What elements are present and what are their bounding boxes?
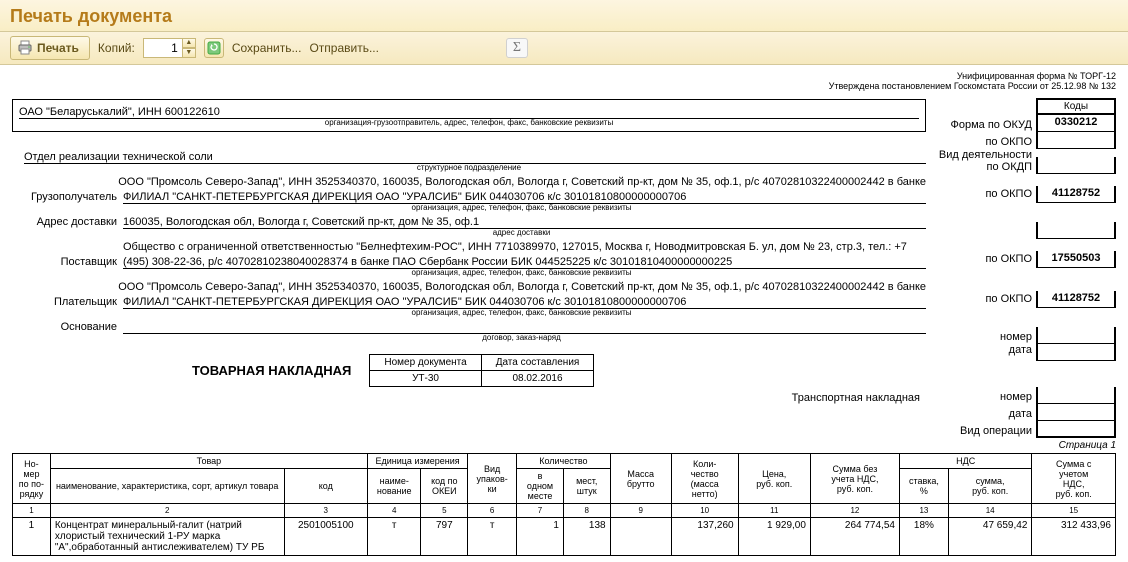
- refresh-icon: [207, 41, 221, 55]
- th-qty: Количество: [517, 454, 610, 469]
- th-price: Цена, руб. коп.: [738, 454, 810, 504]
- spinner-down[interactable]: ▼: [182, 48, 196, 58]
- th-rate: ставка, %: [899, 469, 948, 504]
- copies-spinner: ▲ ▼: [182, 38, 196, 58]
- th-unit: Единица измерения: [368, 454, 468, 469]
- th-places: мест, штук: [563, 469, 610, 504]
- th-unitcode: код по ОКЕИ: [421, 469, 468, 504]
- okpo-label-4: по ОКПО: [985, 293, 1032, 305]
- plat-line1: ООО "Промсоль Северо-Запад", ИНН 3525340…: [118, 281, 926, 294]
- print-button-label: Печать: [37, 41, 79, 55]
- post-caption: организация, адрес, телефон, факс, банко…: [117, 268, 926, 277]
- th-nds: НДС: [899, 454, 1031, 469]
- osn-label: Основание: [12, 321, 117, 334]
- post-label: Поставщик: [12, 256, 117, 269]
- th-inone: в одном месте: [517, 469, 564, 504]
- th-brutto: Масса брутто: [610, 454, 671, 504]
- sender-caption: организация-грузоотправитель, адрес, тел…: [19, 118, 919, 127]
- printer-icon: [17, 40, 33, 56]
- print-button[interactable]: Печать: [10, 36, 90, 60]
- doc-title: ТОВАРНАЯ НАКЛАДНАЯ: [12, 363, 351, 378]
- th-pack: Вид упаков- ки: [468, 454, 517, 504]
- form-meta-1: Унифицированная форма № ТОРГ-12: [12, 71, 1116, 81]
- post-okpo: 17550503: [1036, 251, 1116, 268]
- window-header: Печать документа: [0, 0, 1128, 32]
- gruz-label: Грузополучатель: [12, 191, 117, 204]
- th-tovar: Товар: [50, 454, 367, 469]
- okud-label: Форма по ОКУД: [951, 119, 1033, 131]
- save-link[interactable]: Сохранить...: [232, 41, 302, 55]
- vidop-code: [1036, 421, 1116, 438]
- okdp-code: [1036, 157, 1116, 174]
- copies-label: Копий:: [98, 41, 135, 55]
- th-ndssum: сумма, руб. коп.: [948, 469, 1031, 504]
- dept-caption: структурное подразделение: [12, 163, 926, 172]
- plat-caption: организация, адрес, телефон, факс, банко…: [117, 308, 926, 317]
- vidop-label: Вид операции: [960, 425, 1032, 437]
- docnum-num: УТ-30: [370, 371, 481, 387]
- send-link[interactable]: Отправить...: [309, 41, 379, 55]
- docnum-header-num: Номер документа: [370, 355, 481, 371]
- spinner-up[interactable]: ▲: [182, 38, 196, 48]
- plat-okpo: 41128752: [1036, 291, 1116, 308]
- okpo-label-1: по ОКПО: [985, 136, 1032, 148]
- addr-label: Адрес доставки: [12, 216, 117, 229]
- osn-data: [1036, 344, 1116, 361]
- osn-nomer: [1036, 327, 1116, 344]
- th-code: код: [284, 469, 367, 504]
- transp-nomer: [1036, 387, 1116, 404]
- th-unitname: наиме- нование: [368, 469, 421, 504]
- osn-caption: договор, заказ-наряд: [117, 333, 926, 342]
- okpo-label-2: по ОКПО: [985, 188, 1032, 200]
- refresh-button[interactable]: [204, 38, 224, 58]
- th-total: Сумма с учетом НДС, руб. коп.: [1032, 454, 1116, 504]
- toolbar: Печать Копий: ▲ ▼ Сохранить... Отправить…: [0, 32, 1128, 65]
- gruz-okpo: 41128752: [1036, 186, 1116, 203]
- th-name: наименование, характеристика, сорт, арти…: [50, 469, 284, 504]
- document-area: Унифицированная форма № ТОРГ-12 Утвержде…: [0, 65, 1128, 562]
- data-label-1: дата: [1009, 344, 1032, 356]
- plat-label: Плательщик: [12, 296, 117, 309]
- page-number: Страница 1: [12, 440, 1116, 451]
- codes-header: Коды: [1036, 98, 1116, 115]
- nomer-label-1: номер: [1000, 331, 1032, 343]
- main-table: Но- мер по по- рядку Товар Единица измер…: [12, 453, 1116, 556]
- window-title: Печать документа: [10, 6, 1118, 27]
- form-meta-2: Утверждена постановлением Госкомстата Ро…: [12, 81, 1116, 91]
- okud-code: 0330212: [1036, 115, 1116, 132]
- gruz-caption: организация, адрес, телефон, факс, банко…: [117, 203, 926, 212]
- doc-num-table: Номер документа Дата составления УТ-30 0…: [369, 354, 594, 387]
- sum-button[interactable]: Σ: [506, 38, 528, 58]
- okdp-label: Вид деятельности по ОКДП: [939, 149, 1032, 173]
- data-label-2: дата: [1009, 408, 1032, 420]
- table-colnum-row: 1 2 3 4 5 6 7 8 9 10 11 12 13 14 15: [13, 504, 1116, 518]
- th-netto: Коли- чество (масса нетто): [671, 454, 738, 504]
- post-line1: Общество с ограниченной ответственностью…: [123, 241, 926, 254]
- okpo-label-3: по ОКПО: [985, 253, 1032, 265]
- th-num: Но- мер по по- рядку: [13, 454, 51, 504]
- copies-input[interactable]: [143, 38, 183, 58]
- table-row: 1 Концентрат минеральный-галит (натрий х…: [13, 518, 1116, 556]
- gruz-line1: ООО "Промсоль Северо-Запад", ИНН 3525340…: [118, 176, 926, 189]
- docnum-header-date: Дата составления: [481, 355, 594, 371]
- nomer-label-2: номер: [1000, 391, 1032, 403]
- transp-label: Транспортная накладная: [792, 392, 920, 404]
- transp-data: [1036, 404, 1116, 421]
- th-sumnovat: Сумма без учета НДС, руб. коп.: [810, 454, 899, 504]
- okpo-code-1: [1036, 132, 1116, 149]
- addr-empty-code: [1036, 222, 1116, 239]
- addr-caption: адрес доставки: [117, 228, 926, 237]
- docnum-date: 08.02.2016: [481, 371, 594, 387]
